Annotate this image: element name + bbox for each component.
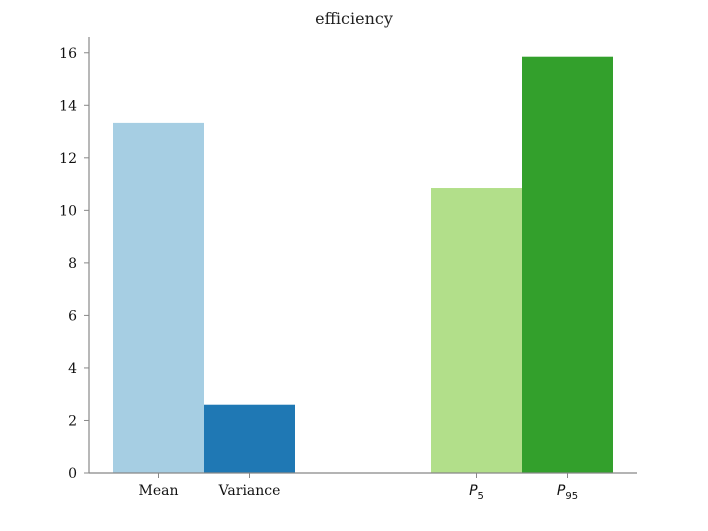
y-tick-label: 2 (68, 413, 77, 429)
bar-p-95 (522, 56, 613, 474)
y-tick-label: 16 (59, 46, 77, 62)
y-tick-label: 12 (59, 151, 77, 167)
bar-mean (113, 122, 204, 473)
y-tick-label: 0 (68, 466, 77, 482)
x-axis-labels: Mean Variance P5 P95 (139, 473, 578, 502)
y-tick-label: 10 (59, 203, 77, 219)
x-tick-label: Variance (218, 483, 281, 499)
bar-p-5 (431, 188, 522, 473)
x-tick-label: P95 (557, 483, 578, 502)
y-tick-label: 14 (59, 98, 77, 114)
y-tick-label: 4 (68, 361, 77, 377)
bar-variance (204, 404, 295, 473)
y-axis-ticks: 0 2 4 6 8 10 12 14 16 (59, 46, 89, 482)
y-tick-label: 6 (68, 308, 77, 324)
chart-title: efficiency (315, 9, 393, 28)
bars (113, 56, 613, 474)
x-tick-label: Mean (139, 483, 179, 499)
x-tick-label: P5 (469, 483, 484, 502)
y-tick-label: 8 (68, 256, 77, 272)
